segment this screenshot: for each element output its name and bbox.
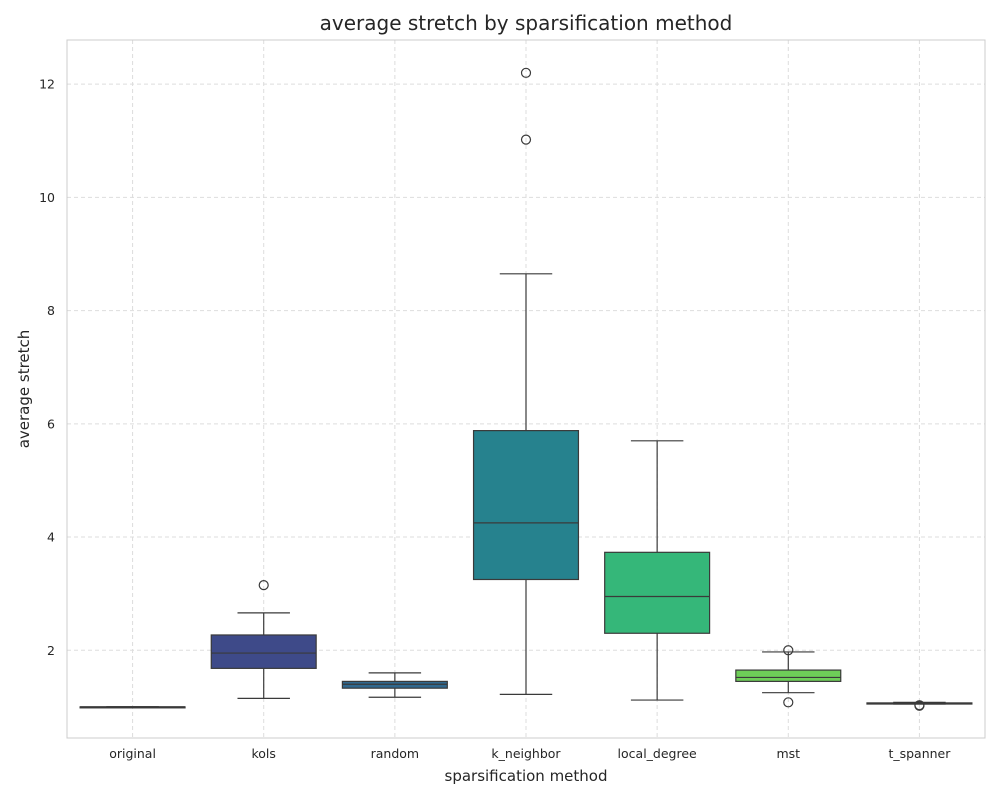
x-tick-label: random [371, 746, 419, 761]
box-mst [735, 645, 842, 708]
box-original [79, 706, 186, 709]
x-tick-label: kols [251, 746, 275, 761]
plot-frame [66, 39, 986, 739]
outlier-point [520, 67, 532, 78]
chart-title: average stretch by sparsification method [320, 11, 733, 35]
x-tick-label: original [109, 746, 156, 761]
box-random [341, 672, 448, 698]
box-iqr [210, 634, 317, 669]
y-tick-label: 2 [47, 643, 55, 658]
y-tick-label: 8 [47, 303, 55, 318]
x-tick-label: mst [776, 746, 800, 761]
y-tick-label: 10 [39, 190, 55, 205]
x-tick-label: local_degree [618, 746, 697, 761]
outlier-point [783, 645, 794, 656]
outlier-point [914, 700, 925, 711]
box-k_neighbor [472, 67, 580, 696]
tick-layer: 2 4 6 8 10 12 original kols random k_neighbor loca… [39, 77, 951, 761]
outlier-point [783, 697, 794, 708]
x-axis-label: sparsification method [445, 767, 608, 785]
y-tick-label: 6 [47, 416, 55, 431]
box-t_spanner [866, 700, 973, 711]
y-tick-label: 4 [47, 530, 55, 545]
box-local_degree [604, 440, 711, 701]
y-axis-label: average stretch [15, 330, 33, 449]
box-iqr [735, 669, 842, 682]
outlier-point [258, 580, 269, 591]
box-kols [210, 580, 317, 699]
box-iqr [604, 551, 711, 634]
outlier-point [520, 134, 532, 145]
x-tick-label: t_spanner [888, 746, 951, 761]
box-layer [79, 67, 973, 711]
box-iqr [472, 430, 580, 581]
y-tick-label: 12 [39, 77, 55, 92]
x-tick-label: k_neighbor [491, 746, 561, 761]
